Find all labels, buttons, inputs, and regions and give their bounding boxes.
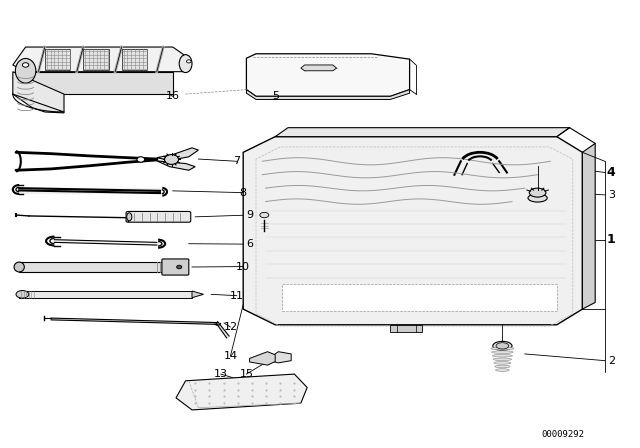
Ellipse shape bbox=[496, 343, 509, 349]
Ellipse shape bbox=[22, 63, 29, 67]
Text: 13: 13 bbox=[214, 369, 228, 379]
Text: 12: 12 bbox=[223, 322, 237, 332]
Ellipse shape bbox=[492, 351, 513, 353]
Text: 4: 4 bbox=[607, 166, 616, 179]
Ellipse shape bbox=[495, 369, 509, 371]
Polygon shape bbox=[301, 65, 337, 71]
Polygon shape bbox=[275, 128, 570, 137]
Text: 14: 14 bbox=[223, 351, 237, 361]
Polygon shape bbox=[390, 325, 422, 332]
Ellipse shape bbox=[491, 347, 514, 350]
Ellipse shape bbox=[164, 155, 179, 164]
Polygon shape bbox=[13, 72, 64, 113]
Ellipse shape bbox=[528, 194, 547, 202]
Polygon shape bbox=[246, 90, 410, 99]
Text: 7: 7 bbox=[233, 156, 241, 166]
Ellipse shape bbox=[14, 262, 24, 272]
Text: 11: 11 bbox=[230, 291, 244, 301]
Bar bbox=[282, 284, 557, 311]
Polygon shape bbox=[157, 148, 198, 160]
FancyBboxPatch shape bbox=[126, 211, 191, 222]
Text: 10: 10 bbox=[236, 262, 250, 271]
Text: 15: 15 bbox=[239, 369, 253, 379]
Ellipse shape bbox=[179, 55, 192, 73]
Text: 1: 1 bbox=[607, 233, 616, 246]
Polygon shape bbox=[243, 137, 582, 325]
Text: 8: 8 bbox=[239, 188, 247, 198]
Ellipse shape bbox=[137, 157, 145, 162]
Polygon shape bbox=[582, 143, 595, 309]
Bar bbox=[83, 49, 109, 70]
Bar bbox=[19, 291, 192, 297]
Text: 2: 2 bbox=[607, 356, 615, 366]
Ellipse shape bbox=[16, 290, 29, 298]
Polygon shape bbox=[13, 47, 186, 72]
Polygon shape bbox=[176, 374, 307, 410]
Ellipse shape bbox=[127, 213, 132, 221]
Polygon shape bbox=[246, 54, 410, 96]
Bar bbox=[45, 49, 70, 70]
Bar bbox=[122, 49, 147, 70]
Ellipse shape bbox=[177, 265, 182, 269]
Text: 00009292: 00009292 bbox=[541, 430, 585, 439]
Text: 9: 9 bbox=[246, 210, 253, 220]
Text: 5: 5 bbox=[272, 91, 278, 101]
Ellipse shape bbox=[494, 362, 511, 364]
Text: 3: 3 bbox=[608, 190, 614, 200]
Polygon shape bbox=[157, 161, 195, 170]
Ellipse shape bbox=[495, 365, 510, 368]
Ellipse shape bbox=[186, 60, 191, 63]
Text: 6: 6 bbox=[246, 239, 253, 249]
Ellipse shape bbox=[493, 358, 511, 361]
Ellipse shape bbox=[260, 212, 269, 218]
Bar bbox=[19, 262, 163, 272]
Polygon shape bbox=[26, 72, 173, 94]
Text: 16: 16 bbox=[166, 91, 180, 101]
Ellipse shape bbox=[493, 341, 512, 350]
Ellipse shape bbox=[15, 59, 36, 83]
FancyBboxPatch shape bbox=[162, 259, 189, 275]
Ellipse shape bbox=[529, 188, 546, 197]
Polygon shape bbox=[192, 291, 204, 297]
Polygon shape bbox=[250, 352, 275, 365]
Polygon shape bbox=[269, 352, 291, 363]
Ellipse shape bbox=[492, 354, 513, 357]
